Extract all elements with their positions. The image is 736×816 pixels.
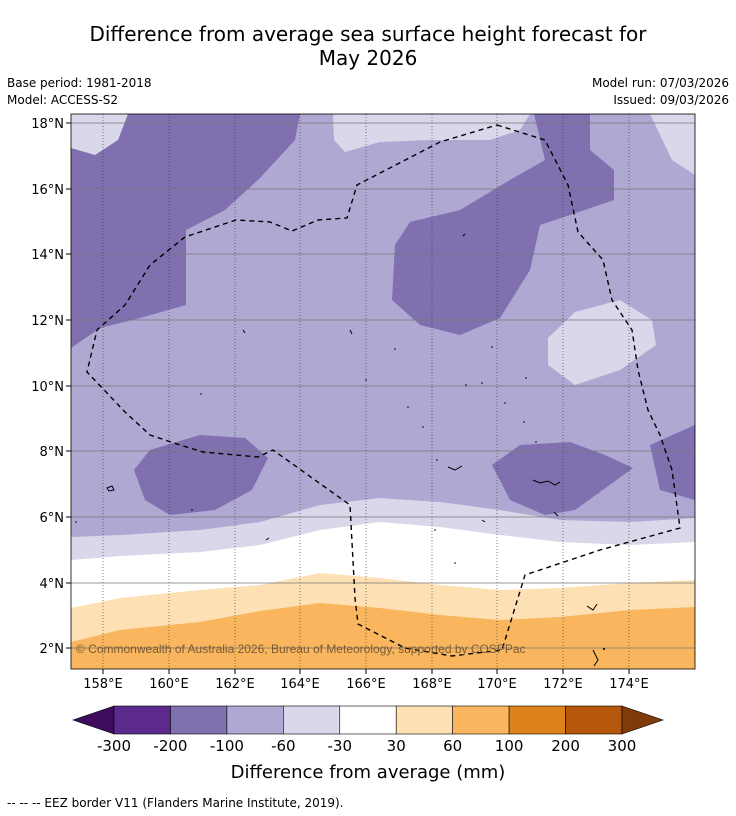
colorbar: -300 -200 -100 -60 -30 30 60 100 200 300… [72,705,664,783]
y-tick-label: 6°N [40,511,65,526]
colorbar-segment [565,705,623,735]
x-tick-label: 174°E [609,677,649,692]
eez-border [86,124,681,657]
y-tick-label: 18°N [31,117,64,132]
colorbar-extend-low [72,705,115,735]
colorbar-tick: 30 [387,737,406,755]
meta-left: Base period: 1981-2018 Model: ACCESS-S2 [7,75,152,109]
title-line-2: May 2026 [318,46,418,70]
y-tick-label: 4°N [40,577,65,592]
y-tick-label: 8°N [40,445,65,460]
colorbar-tick: 60 [443,737,462,755]
colorbar-segment [339,705,397,735]
map-frame [70,113,696,670]
colorbar-tick: 200 [551,737,580,755]
x-tick-label: 162°E [215,677,255,692]
y-tick-label: 16°N [31,183,64,198]
region-ne-minus200 [392,114,614,335]
x-tick-label: 170°E [477,677,517,692]
x-tick-label: 168°E [412,677,452,692]
region-sw-minus200 [134,435,268,515]
x-tick-label: 166°E [346,677,386,692]
x-tick-label: 160°E [149,677,189,692]
colorbar-tick: -30 [328,737,353,755]
region-nw-minus200 [71,114,300,348]
region-north-minus60 [333,114,530,152]
colorbar-segment [283,705,341,735]
colorbar-tick: 300 [608,737,637,755]
y-axis-ticks: 18°N 16°N 14°N 12°N 10°N 8°N 6°N 4°N 2°N [31,117,71,657]
y-tick-label: 14°N [31,248,64,263]
longitude-gridlines [102,114,630,669]
colorbar-tick: -100 [210,737,244,755]
colorbar-tick-labels: -300 -200 -100 -60 -30 30 60 100 200 300 [97,737,636,755]
region-nw-corner-minus60 [71,114,128,155]
colorbar-segment [170,705,228,735]
region-ne-corner-minus60 [650,114,695,175]
issued-date: Issued: 09/03/2026 [613,93,729,107]
model-name: Model: ACCESS-S2 [7,93,119,107]
region-se-minus200 [492,442,633,515]
region-east-minus200 [650,425,695,500]
y-tick-label: 12°N [31,314,64,329]
colorbar-extend-high [621,705,664,735]
colorbar-tick: -200 [153,737,187,755]
title-line-1: Difference from average sea surface heig… [89,22,647,46]
x-tick-label: 164°E [280,677,320,692]
base-period: Base period: 1981-2018 [7,76,152,90]
colorbar-segments [72,705,664,735]
meta-right: Model run: 07/03/2026 Issued: 09/03/2026 [592,75,729,109]
colorbar-label: Difference from average (mm) [231,762,506,783]
y-tick-label: 2°N [40,642,65,657]
x-tick-label: 172°E [543,677,583,692]
y-tick-label: 10°N [31,380,64,395]
island-dots [75,346,605,650]
heatmap-plot-area: © Commonwealth of Australia 2026, Bureau… [71,114,695,669]
eez-legend-note: -- -- -- EEZ border V11 (Flanders Marine… [7,796,344,810]
colorbar-segment [226,705,284,735]
x-tick-label: 158°E [83,677,123,692]
model-run: Model run: 07/03/2026 [591,76,729,90]
x-axis-ticks: 158°E 160°E 162°E 164°E 166°E 168°E 170°… [83,669,649,692]
chart-title: Difference from average sea surface heig… [0,22,736,70]
colorbar-tick: 100 [495,737,524,755]
colorbar-segment [508,705,566,735]
colorbar-segment [113,705,171,735]
colorbar-segment [452,705,510,735]
latitude-gridlines [71,122,695,649]
islands [106,233,599,667]
colorbar-tick: -300 [97,737,131,755]
colorbar-segment [395,705,453,735]
copyright-notice: © Commonwealth of Australia 2026, Bureau… [76,642,526,656]
colorbar-tick: -60 [271,737,296,755]
